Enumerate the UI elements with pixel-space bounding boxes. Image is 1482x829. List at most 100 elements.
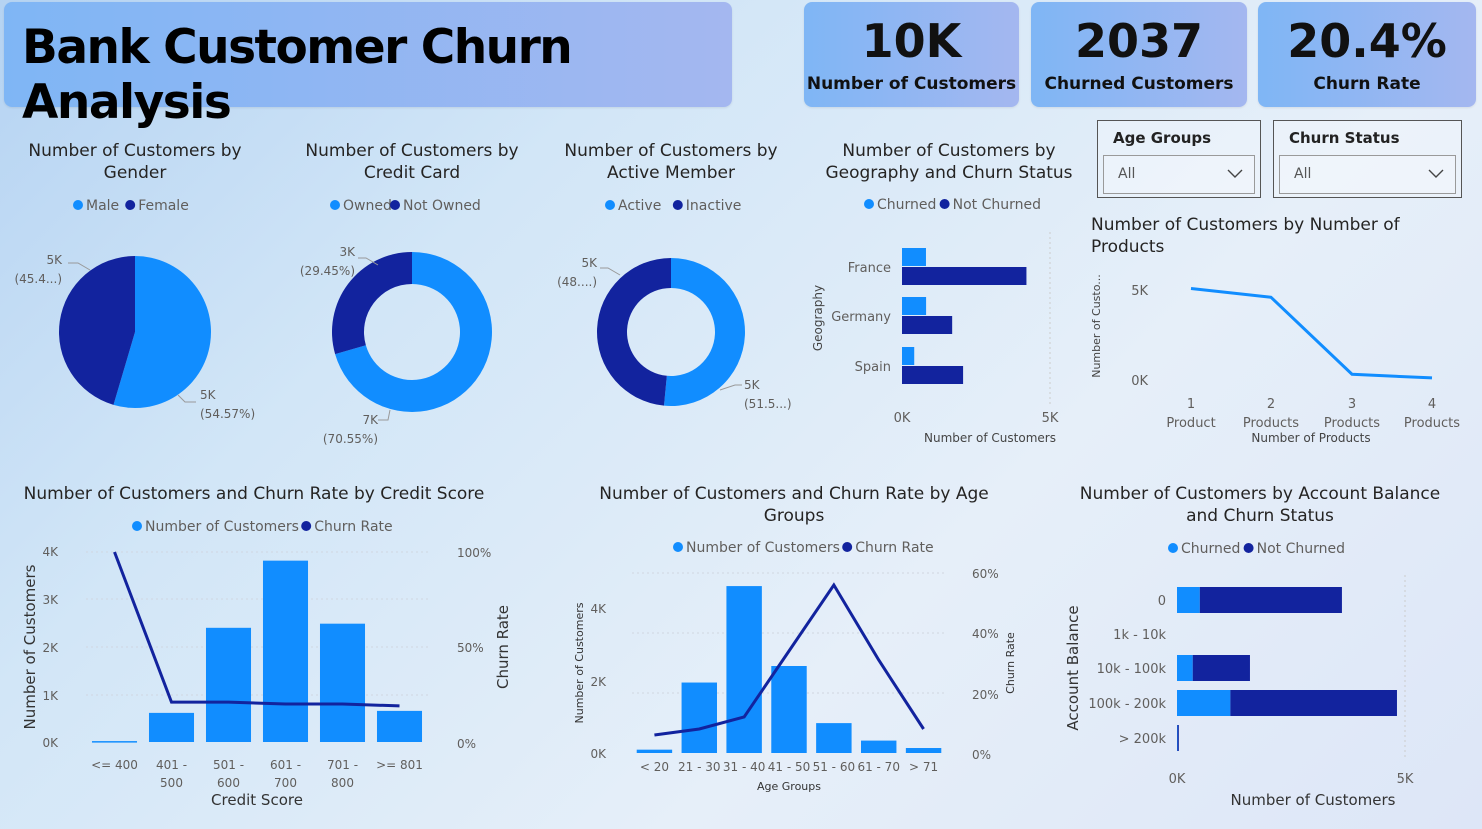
slice-not-owned xyxy=(332,252,412,355)
legend-marker xyxy=(1168,543,1178,553)
series-line xyxy=(1190,287,1433,380)
data-label: 5K xyxy=(200,388,217,402)
tick-label: 100% xyxy=(457,546,491,560)
title-banner: Bank Customer Churn Analysis xyxy=(4,2,732,130)
data-label: (48....) xyxy=(557,275,597,289)
tick-label: Products xyxy=(1404,416,1460,431)
slicer-value: All xyxy=(1294,166,1312,182)
category-label: <= 400 xyxy=(91,758,138,772)
legend-label: Churned xyxy=(1181,541,1240,557)
tick-label: 40% xyxy=(972,627,999,641)
legend-label: Number of Customers xyxy=(145,519,299,535)
data-label: (45.4...) xyxy=(14,272,62,286)
legend-marker xyxy=(330,200,340,210)
category-label: 31 - 40 xyxy=(723,760,766,774)
legend-marker xyxy=(125,200,136,210)
tick-label: Products xyxy=(1324,416,1380,431)
kpi-label: Number of Customers xyxy=(806,74,1017,94)
bar-not-churned xyxy=(902,366,964,384)
legend-label: Not Churned xyxy=(1257,541,1345,557)
legend-label: Owned xyxy=(343,198,392,214)
category-label: 41 - 50 xyxy=(768,760,811,774)
slicer-value: All xyxy=(1118,166,1136,182)
tick-label: 0K xyxy=(894,411,911,426)
bar-churned xyxy=(902,248,926,266)
churn-status-slicer: Churn Status All xyxy=(1273,120,1462,198)
bar-customers xyxy=(636,749,673,753)
bar-not-churned xyxy=(1199,587,1342,613)
tick-label: Product xyxy=(1166,416,1215,431)
data-label: 5K xyxy=(744,378,761,392)
legend-label: Female xyxy=(138,198,189,214)
category-label: 1k - 10k xyxy=(1113,628,1166,643)
tick-label: 4 xyxy=(1428,397,1436,412)
tick-label: 4K xyxy=(590,602,607,616)
chart-title: Number of Customers by Account Balance xyxy=(1080,484,1440,504)
category-label: 21 - 30 xyxy=(678,760,721,774)
category-label: 100k - 200k xyxy=(1088,697,1166,712)
tick-label: 20% xyxy=(972,688,999,702)
slice-male xyxy=(113,256,212,409)
legend-label: Churn Rate xyxy=(855,540,933,556)
tick-label: 3 xyxy=(1348,397,1356,412)
legend-marker xyxy=(939,199,950,209)
bar-customers xyxy=(860,740,897,753)
axis-title: Number of Products xyxy=(1251,431,1370,445)
chart-title: Number of Customers and Churn Rate by Cr… xyxy=(24,484,485,504)
chart-title: Number of Customers by xyxy=(305,141,518,161)
data-label: 3K xyxy=(339,245,356,259)
category-label: 51 - 60 xyxy=(813,760,856,774)
tick-label: 5K xyxy=(1042,411,1059,426)
chart-title: Number of Customers by xyxy=(564,141,777,161)
bar-not-churned xyxy=(1230,690,1397,716)
kpi-card-churned: 2037 Churned Customers xyxy=(1031,2,1247,107)
chart-title: Gender xyxy=(104,163,167,183)
bar-churned xyxy=(1177,655,1193,681)
bar-customers xyxy=(148,712,195,742)
bar-customers xyxy=(205,627,252,742)
legend-label: Number of Customers xyxy=(686,540,840,556)
chevron-down-icon xyxy=(1428,169,1444,178)
data-label: (51.5...) xyxy=(744,397,792,411)
churn-status-dropdown[interactable]: All xyxy=(1279,155,1456,194)
bar-churned xyxy=(902,347,915,365)
chart-title: and Churn Status xyxy=(1186,506,1334,526)
bar-not-churned xyxy=(902,316,953,334)
leader-line xyxy=(719,384,742,391)
tick-label: 5K xyxy=(1397,772,1414,787)
legend-marker xyxy=(605,200,615,210)
data-label: 5K xyxy=(46,253,63,267)
kpi-value: 2037 xyxy=(1074,14,1204,68)
category-label: Spain xyxy=(855,360,891,375)
chart-title: Number of Customers by xyxy=(842,141,1055,161)
bar-customers xyxy=(726,586,762,753)
axis-title: Number of Custo... xyxy=(1090,274,1103,378)
age-groups-dropdown[interactable]: All xyxy=(1103,155,1255,194)
kpi-value: 10K xyxy=(861,14,962,68)
legend-label: Not Owned xyxy=(403,198,481,214)
axis-title: Churn Rate xyxy=(1004,632,1017,694)
tick-label: Products xyxy=(1243,416,1299,431)
tick-label: 0K xyxy=(1169,772,1186,787)
chart-title: Number of Customers and Churn Rate by Ag… xyxy=(599,484,989,504)
data-label: 5K xyxy=(581,256,598,270)
leader-line xyxy=(378,409,391,421)
slicer-title: Churn Status xyxy=(1289,129,1400,147)
legend-marker xyxy=(73,200,83,210)
data-label: (54.57%) xyxy=(200,407,255,421)
bar-not-churned xyxy=(1192,655,1250,681)
tick-label: 3K xyxy=(42,593,59,607)
chart-title: Number of Customers by Number of xyxy=(1091,215,1401,235)
category-label: 800 xyxy=(331,776,354,790)
page-title: Bank Customer Churn Analysis xyxy=(22,20,573,130)
bar-customers xyxy=(376,710,423,742)
legend-label: Male xyxy=(86,198,119,214)
legend-marker xyxy=(301,521,312,531)
data-label: (29.45%) xyxy=(300,264,355,278)
kpi-card-churn-rate: 20.4% Churn Rate xyxy=(1258,2,1476,107)
category-label: 401 - xyxy=(156,758,187,772)
tick-label: 50% xyxy=(457,641,484,655)
tick-label: 4K xyxy=(42,545,59,559)
bar-churned xyxy=(1177,690,1231,716)
